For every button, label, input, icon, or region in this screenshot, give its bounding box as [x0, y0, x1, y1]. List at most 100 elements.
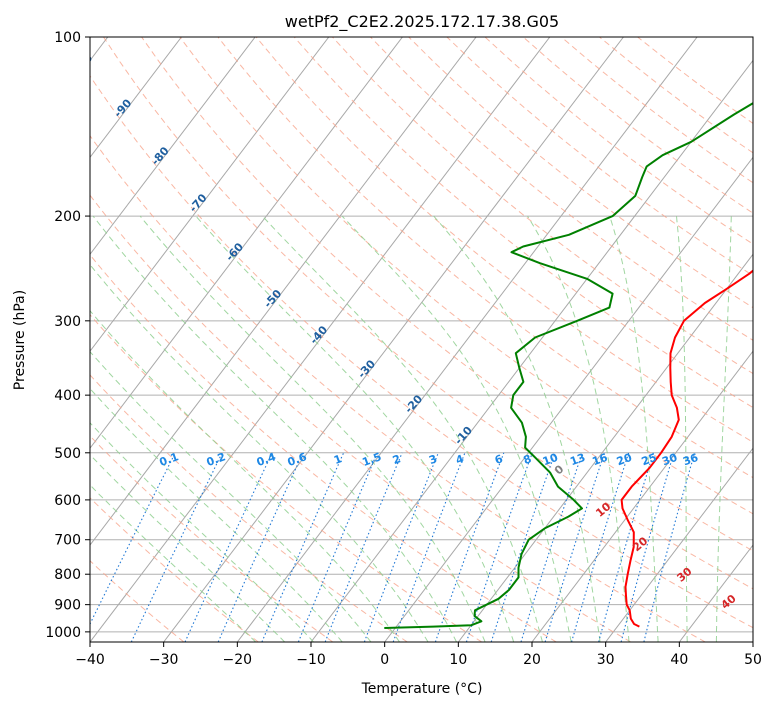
x-tick-label: 10 — [449, 652, 467, 668]
mixing-ratio-label: 30 — [660, 451, 679, 469]
y-tick-label: 500 — [54, 446, 81, 462]
dry-adiabat-line — [370, 37, 753, 341]
moist-adiabat-line — [90, 484, 257, 642]
mixing-ratio-label: 0.6 — [286, 450, 309, 469]
mixing-ratio-label: 4 — [454, 452, 466, 467]
isotherm-line — [752, 641, 753, 642]
dry-adiabat-line — [90, 74, 753, 629]
mixing-ratio-label: 3 — [427, 452, 439, 467]
dry-adiabat-line — [90, 313, 483, 642]
x-tick-label: 20 — [523, 652, 541, 668]
mixing-ratio-label: 10 — [541, 451, 560, 469]
isotherm-line — [90, 37, 477, 546]
dry-adiabat-line — [637, 37, 753, 125]
axis-ticks: −40 −30 −20 −10 0 10 20 30 40 5010020030040050060… — [45, 30, 762, 668]
moist-adiabat-line — [90, 422, 314, 642]
dry-adiabat-line — [90, 560, 185, 642]
dry-adiabat-line — [90, 254, 557, 642]
mixing-ratio-line — [297, 452, 378, 642]
dry-adiabat-line — [446, 37, 753, 277]
dry-adiabat-line — [90, 435, 334, 642]
mixing-ratio-line — [434, 452, 505, 642]
y-tick-label: 800 — [54, 567, 81, 583]
dry-adiabat-line — [90, 134, 706, 642]
dry-adiabat-line — [179, 37, 753, 515]
moist-adiabat-line — [90, 263, 429, 642]
isotherm-line — [90, 37, 403, 449]
dry-adiabat-label: -100 — [67, 51, 95, 80]
mixing-ratio-label: 1.5 — [360, 450, 383, 469]
mixing-ratio-line — [465, 452, 533, 642]
x-tick-label: 30 — [597, 652, 615, 668]
moist-adiabat-line — [90, 454, 286, 642]
moist-adiabat-label: 30 — [674, 565, 694, 585]
dry-adiabat-line — [90, 374, 408, 642]
dry-adiabat-line — [408, 37, 753, 309]
dry-adiabat-line — [141, 37, 753, 552]
dry-adiabat-line — [560, 37, 753, 184]
isotherm-line — [90, 37, 256, 256]
moist-adiabat-line — [341, 215, 572, 642]
mixing-ratio-line — [544, 452, 606, 642]
isotherm-line — [90, 37, 182, 159]
dry-adiabat-label: -10 — [452, 424, 475, 448]
mixing-ratio-line — [620, 452, 675, 642]
moist-adiabat-line — [90, 350, 372, 642]
mixing-ratio-line — [324, 452, 403, 642]
y-tick-label: 600 — [54, 493, 81, 509]
isotherm-line — [163, 37, 624, 642]
mixing-ratio-label: 13 — [568, 451, 587, 468]
x-tick-label: −10 — [296, 652, 326, 668]
dry-adiabat-line — [522, 37, 753, 214]
isotherm-line — [90, 37, 551, 642]
isotherm-line — [236, 37, 698, 642]
y-axis-title: Pressure (hPa) — [12, 290, 28, 390]
isotherm-line — [605, 447, 753, 642]
mixing-ratio-line — [261, 452, 345, 642]
moist-adiabat-line — [139, 215, 486, 642]
mixing-ratio-label: 16 — [591, 451, 610, 469]
mixing-ratio-line — [392, 452, 466, 642]
moist-adiabat-label: 40 — [719, 592, 739, 612]
dry-adiabat-label: -40 — [307, 323, 330, 347]
dry-adiabat-label: -60 — [223, 240, 246, 264]
dry-adiabat-line — [103, 37, 753, 590]
moist-adiabat-line — [527, 215, 630, 642]
dry-adiabat-label: -90 — [111, 96, 134, 120]
isotherm-line — [90, 37, 330, 353]
x-tick-label: −40 — [75, 652, 105, 668]
isotherm-line — [531, 350, 753, 642]
plot-frame — [89, 36, 754, 643]
x-tick-label: −30 — [149, 652, 179, 668]
mixing-ratio-label: 0.2 — [205, 450, 228, 469]
moist-adiabat-line — [90, 387, 343, 642]
dry-adiabat-label: -70 — [187, 191, 210, 215]
isotherm-line — [457, 253, 753, 642]
moist-adiabat-line — [92, 215, 458, 642]
mixing-ratio-line — [520, 452, 583, 642]
mixing-ratio-line — [363, 452, 439, 642]
line-annotations: 0.1 0.2 0.4 0.6 1 1.5 2 3 4 6 8 10 13 16 20 25 30 36-100-… — [67, 51, 739, 612]
mixing-ratio-label: 6 — [493, 452, 505, 467]
x-tick-label: −20 — [223, 652, 253, 668]
mixing-ratio-label: 36 — [681, 451, 700, 469]
moist-adiabat-line — [262, 215, 543, 642]
y-tick-label: 300 — [54, 314, 81, 330]
dry-adiabat-line — [484, 37, 753, 245]
mixing-ratio-label: 8 — [522, 452, 534, 467]
mixing-ratio-line — [571, 452, 630, 642]
dry-adiabat-line — [90, 194, 632, 642]
y-tick-label: 200 — [54, 209, 81, 225]
mixing-ratio-label: 20 — [615, 451, 634, 469]
x-axis-title: Temperature (°C) — [361, 681, 483, 697]
dry-adiabat-line — [332, 37, 753, 375]
mixing-ratio-label: 0.1 — [158, 450, 181, 469]
mixing-ratio-label: 1 — [332, 452, 344, 467]
y-tick-label: 900 — [54, 598, 81, 614]
dry-adiabat-label: -80 — [149, 144, 172, 168]
y-tick-label: 1000 — [45, 625, 81, 641]
x-tick-label: 50 — [744, 652, 762, 668]
dry-adiabat-line — [293, 37, 753, 409]
isotherm-line — [384, 156, 753, 642]
moist-adiabat-line — [676, 216, 688, 642]
